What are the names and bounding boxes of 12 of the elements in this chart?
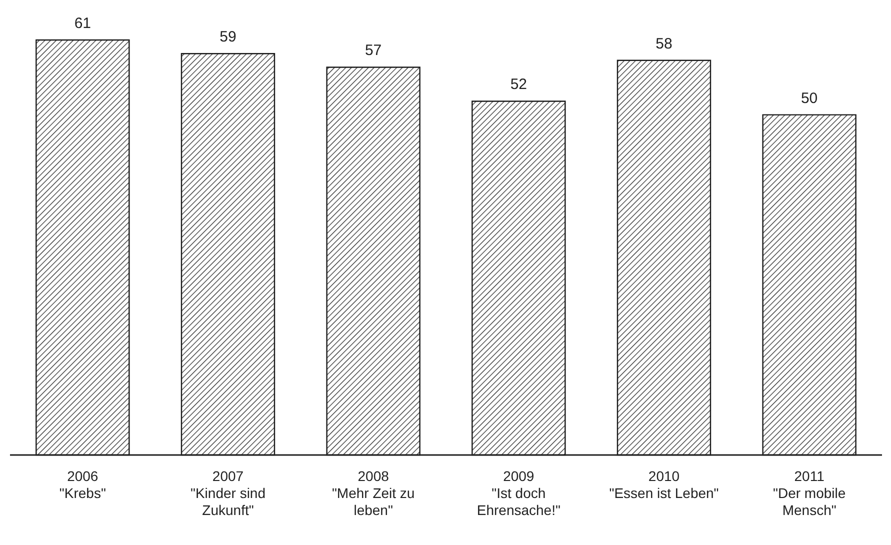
x-tick-label: 2006 "Krebs" — [59, 468, 106, 501]
x-tick-label: 2008 "Mehr Zeit zu leben" — [332, 468, 415, 518]
x-tick-label: 2011 "Der mobile Mensch" — [772, 468, 846, 518]
x-tick-label: 2009 "Ist doch Ehrensache!" — [476, 468, 560, 518]
x-tick-label: 2010 "Essen ist Leben" — [609, 468, 719, 501]
x-tick-label: 2007 "Kinder sind Zukunft" — [190, 468, 266, 518]
data-label: 57 — [364, 42, 382, 60]
data-label: 61 — [74, 15, 92, 32]
data-label: 50 — [800, 90, 818, 107]
data-label: 52 — [510, 76, 528, 94]
data-label: 58 — [656, 35, 672, 52]
data-label: 59 — [220, 28, 236, 46]
